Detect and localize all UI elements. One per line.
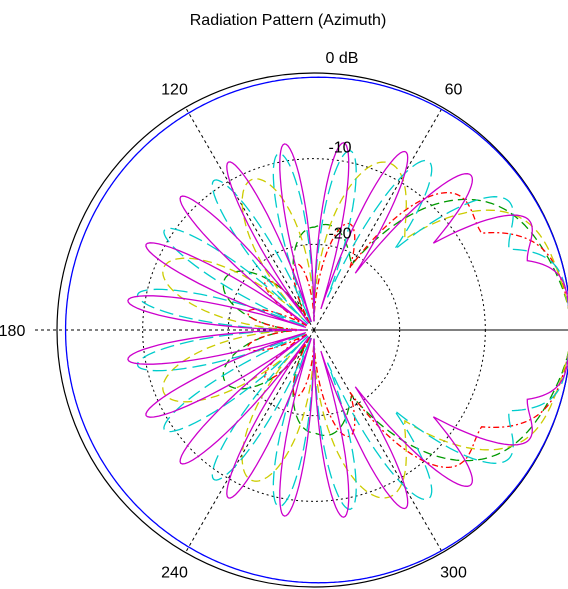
angle-tick-120: 120 — [161, 81, 188, 98]
tick-labels: 0 dB -10 -20 60 120 180 240 300 — [0, 50, 467, 582]
outer-ring — [56, 72, 568, 588]
spoke-120 — [185, 107, 315, 331]
polar-grid — [35, 72, 568, 588]
radial-tick-0: 0 dB — [326, 50, 359, 67]
spoke-300 — [313, 329, 443, 553]
angle-tick-180: 180 — [0, 323, 25, 340]
radial-tick-2: -20 — [328, 225, 351, 242]
spoke-60 — [313, 107, 443, 331]
angle-tick-240: 240 — [161, 565, 188, 582]
radial-tick-1: -10 — [328, 140, 351, 157]
chart-title: Radiation Pattern (Azimuth) — [190, 12, 387, 29]
series-line-5 — [127, 142, 568, 518]
angle-tick-60: 60 — [445, 81, 463, 98]
angle-tick-300: 300 — [440, 565, 467, 582]
spoke-240 — [185, 329, 315, 553]
series-group — [64, 76, 568, 584]
series-line-0 — [64, 76, 568, 584]
